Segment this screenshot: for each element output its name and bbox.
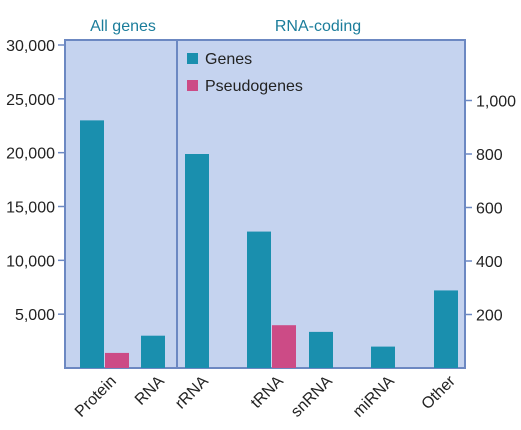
left-tick-label: 10,000 <box>6 253 55 270</box>
category-label-snrna: snRNA <box>288 373 336 421</box>
bar-genes-rna <box>141 335 165 368</box>
legend-swatch-genes <box>187 53 198 64</box>
bar-genes-rrna <box>185 154 209 368</box>
category-label-other: Other <box>419 372 460 413</box>
left-axis-ticks: 5,000 10,000 15,000 20,000 25,000 30,000 <box>6 38 65 324</box>
right-tick-label: 200 <box>476 308 503 325</box>
legend-swatch-pseudogenes <box>187 80 198 91</box>
category-label-trna: tRNA <box>248 373 287 412</box>
left-tick-label: 25,000 <box>6 92 55 109</box>
bars <box>80 120 458 368</box>
right-axis-ticks: 200 400 600 800 1,000 <box>465 94 516 325</box>
category-label-protein: Protein <box>72 373 120 421</box>
right-tick-label: 800 <box>476 147 503 164</box>
category-labels: Protein RNA rRNA tRNA snRNA miRNA Other <box>72 372 459 420</box>
bar-pseudogenes-protein <box>105 352 129 368</box>
legend-label-genes: Genes <box>205 51 252 68</box>
bar-genes-mirna <box>371 346 395 368</box>
panel-label-rna-coding: RNA-coding <box>275 18 361 35</box>
left-tick-label: 30,000 <box>6 38 55 55</box>
legend: Genes Pseudogenes <box>187 51 303 95</box>
bar-genes-trna <box>247 231 271 368</box>
bar-genes-other <box>434 290 458 368</box>
right-tick-label: 600 <box>476 201 503 218</box>
right-tick-label: 1,000 <box>476 94 516 111</box>
panel-label-all-genes: All genes <box>90 18 156 35</box>
legend-label-pseudogenes: Pseudogenes <box>205 78 303 95</box>
left-tick-label: 5,000 <box>15 307 55 324</box>
category-label-mirna: miRNA <box>350 373 398 421</box>
category-label-rrna: rRNA <box>172 373 212 413</box>
bar-genes-snrna <box>309 331 333 368</box>
bar-genes-protein <box>80 120 104 368</box>
left-tick-label: 15,000 <box>6 200 55 217</box>
left-tick-label: 20,000 <box>6 146 55 163</box>
bar-pseudogenes-trna <box>272 325 296 368</box>
right-tick-label: 400 <box>476 254 503 271</box>
category-label-rna: RNA <box>132 373 168 409</box>
